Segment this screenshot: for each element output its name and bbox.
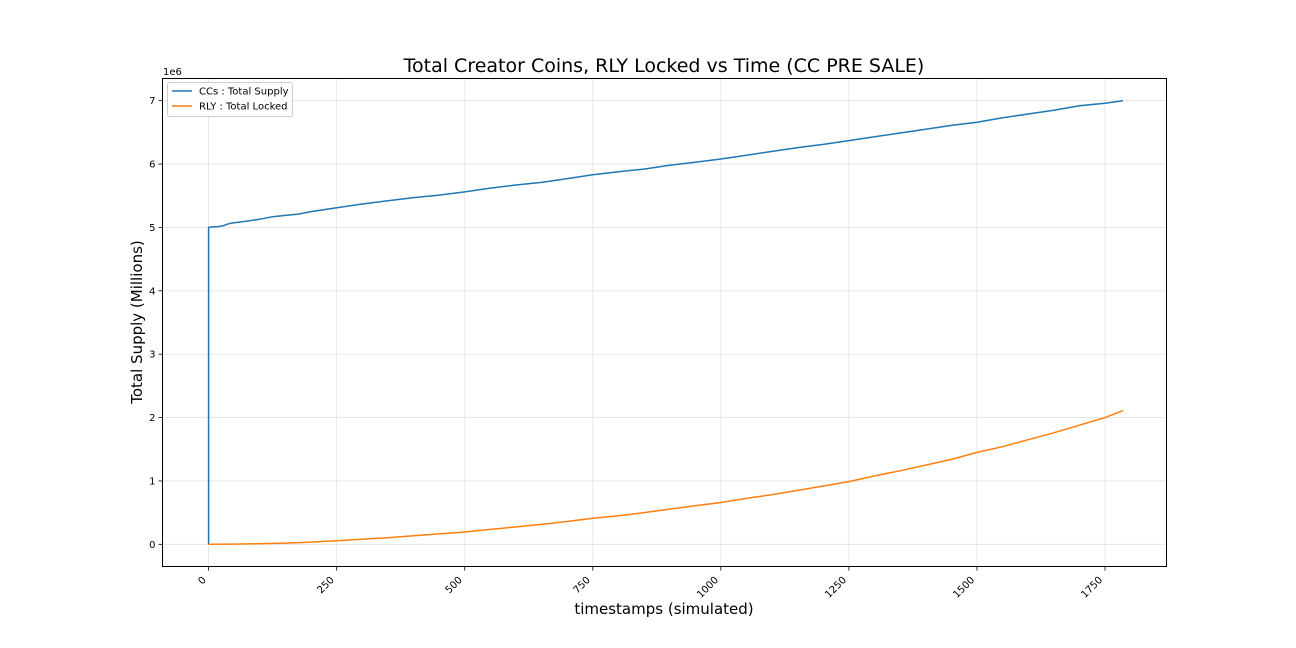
x-tick-label: 1250 <box>823 575 849 601</box>
y-axis: 0 1 2 3 4 5 6 7 <box>149 96 163 551</box>
x-tick-label: 1500 <box>951 575 977 601</box>
y-tick-label: 6 <box>149 160 155 171</box>
x-tick-label: 1750 <box>1079 575 1105 601</box>
y-tick-label: 0 <box>149 540 155 551</box>
x-tick-label: 1000 <box>695 575 721 601</box>
y-tick-label: 7 <box>149 96 155 107</box>
y-axis-label: Total Supply (Millions) <box>128 240 146 405</box>
series-line-0 <box>207 99 1124 545</box>
y-tick-label: 4 <box>149 286 155 297</box>
chart-title: Total Creator Coins, RLY Locked vs Time … <box>403 55 925 77</box>
x-tick-label: 750 <box>572 575 593 596</box>
y-offset-text: 1e6 <box>163 67 182 78</box>
y-tick-label: 1 <box>149 476 155 487</box>
y-tick-label: 2 <box>149 413 155 424</box>
y-tick-label: 3 <box>149 350 155 361</box>
legend-label: RLY : Total Locked <box>199 102 288 113</box>
grid <box>162 78 1167 567</box>
y-tick-label: 5 <box>149 223 155 234</box>
legend-box <box>167 82 293 117</box>
plot-frame <box>162 78 1167 567</box>
legend: CCs : Total Supply RLY : Total Locked <box>167 82 293 117</box>
x-axis-label: timestamps (simulated) <box>574 600 753 618</box>
x-tick-label: 250 <box>316 575 337 596</box>
series-line-1 <box>208 409 1124 546</box>
x-tick-label: 500 <box>444 575 465 596</box>
legend-label: CCs : Total Supply <box>199 87 289 98</box>
x-tick-label: 0 <box>196 575 208 587</box>
x-axis: 0 250 500 750 1000 1250 1500 1750 <box>196 566 1106 601</box>
series-lines <box>207 99 1124 546</box>
